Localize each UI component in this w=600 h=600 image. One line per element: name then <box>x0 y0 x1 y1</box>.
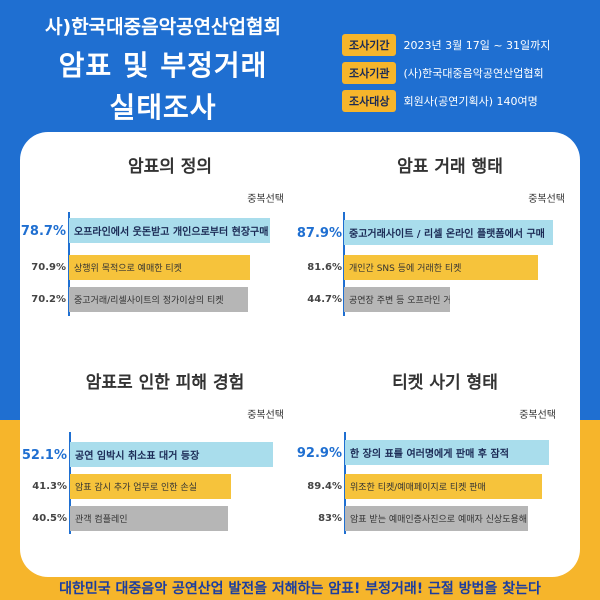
main-title-line2: 실태조사 <box>109 91 217 124</box>
bar-category-label: 암표 감시 추가 업무로 인한 손실 <box>75 483 197 493</box>
survey-period-badge: 조사기간 <box>342 34 397 56</box>
bar: 공연 임박시 취소표 대거 등장 <box>70 442 273 467</box>
value-label: 81.6% <box>307 262 342 273</box>
survey-target-badge: 조사대상 <box>342 90 397 112</box>
bar: 중고거래사이트 / 리셀 온라인 플랫폼에서 구매 <box>344 220 553 245</box>
chart-title-ticket-definition: 암표의 정의 <box>127 157 213 177</box>
survey-agency-value: (사)한국대중음악공연산업협회 <box>403 67 544 80</box>
chart-note-fraud-type: 중복선택 <box>519 410 556 421</box>
bar-category-label: 한 장의 표를 여러명에게 판매 후 잠적 <box>350 449 509 460</box>
organization-name: 사)한국대중음악공연산업협회 <box>45 16 281 38</box>
bar-category-label: 암표 받는 예매인증사진으로 예매자 신상도용해 양도 <box>350 515 528 525</box>
value-label: 40.5% <box>32 513 67 524</box>
value-label: 44.7% <box>307 294 342 305</box>
chart-title-fraud-type: 티켓 사기 형태 <box>392 373 498 393</box>
content-card <box>20 132 580 577</box>
survey-target-row: 조사대상 회원사(공연기획사) 140여명 <box>342 90 538 112</box>
bar: 암표 받는 예매인증사진으로 예매자 신상도용해 양도 <box>345 506 528 531</box>
value-label: 70.9% <box>31 262 66 273</box>
chart-title-damage-experience: 암표로 인한 피해 경험 <box>85 373 245 393</box>
main-title-line1: 암표 및 부정거래 <box>58 49 268 82</box>
bar-category-label: 중고거래사이트 / 리셀 온라인 플랫폼에서 구매 <box>349 229 545 240</box>
bar: 개인간 SNS 등에 거래한 티켓 <box>344 255 538 280</box>
bar-category-label: 개인간 SNS 등에 거래한 티켓 <box>349 264 462 274</box>
bar: 관객 컴플레인 <box>70 506 228 531</box>
survey-target-value: 회원사(공연기획사) 140여명 <box>403 95 538 108</box>
chart-note-trade-behavior: 중복선택 <box>528 194 565 205</box>
bar-category-label: 관객 컴플레인 <box>75 515 128 525</box>
value-label: 78.7% <box>20 224 66 239</box>
bar: 공연장 주변 등 오프라인 거래 티켓 <box>344 287 450 312</box>
bar-category-label: 위조한 티켓/예매페이지로 티켓 판매 <box>350 483 486 493</box>
value-label: 83% <box>318 513 342 524</box>
bar: 암표 감시 추가 업무로 인한 손실 <box>70 474 231 499</box>
bar-category-label: 오프라인에서 웃돈받고 개인으로부터 현장구매 <box>74 227 269 238</box>
chart-title-trade-behavior: 암표 거래 행태 <box>397 157 503 177</box>
bar-category-label: 중고거래/리셀사이트의 정가이상의 티켓 <box>74 296 224 306</box>
value-label: 41.3% <box>32 481 67 492</box>
bar: 상행위 목적으로 예매한 티켓 <box>69 255 250 280</box>
bar: 위조한 티켓/예매페이지로 티켓 판매 <box>345 474 542 499</box>
bar-category-label: 상행위 목적으로 예매한 티켓 <box>74 264 182 274</box>
chart-note-damage-experience: 중복선택 <box>247 410 284 421</box>
value-label: 92.9% <box>296 446 342 461</box>
value-label: 89.4% <box>307 481 342 492</box>
bar: 오프라인에서 웃돈받고 개인으로부터 현장구매 <box>69 218 270 243</box>
survey-agency-badge: 조사기관 <box>342 62 397 84</box>
value-label: 52.1% <box>21 448 67 463</box>
survey-period-value: 2023년 3월 17일 ~ 31일까지 <box>403 39 551 52</box>
bar-category-label: 공연장 주변 등 오프라인 거래 티켓 <box>349 296 450 306</box>
survey-period-row: 조사기간 2023년 3월 17일 ~ 31일까지 <box>342 34 550 56</box>
chart-note-ticket-definition: 중복선택 <box>247 194 284 205</box>
value-label: 87.9% <box>296 226 342 241</box>
footer-slogan: 대한민국 대중음악 공연산업 발전을 저해하는 암표! 부정거래! 근절 방법을… <box>59 581 541 597</box>
value-label: 70.2% <box>31 294 66 305</box>
bar-category-label: 공연 임박시 취소표 대거 등장 <box>75 451 200 462</box>
bar: 중고거래/리셀사이트의 정가이상의 티켓 <box>69 287 248 312</box>
bar: 한 장의 표를 여러명에게 판매 후 잠적 <box>345 440 549 465</box>
survey-agency-row: 조사기관 (사)한국대중음악공연산업협회 <box>342 62 544 84</box>
